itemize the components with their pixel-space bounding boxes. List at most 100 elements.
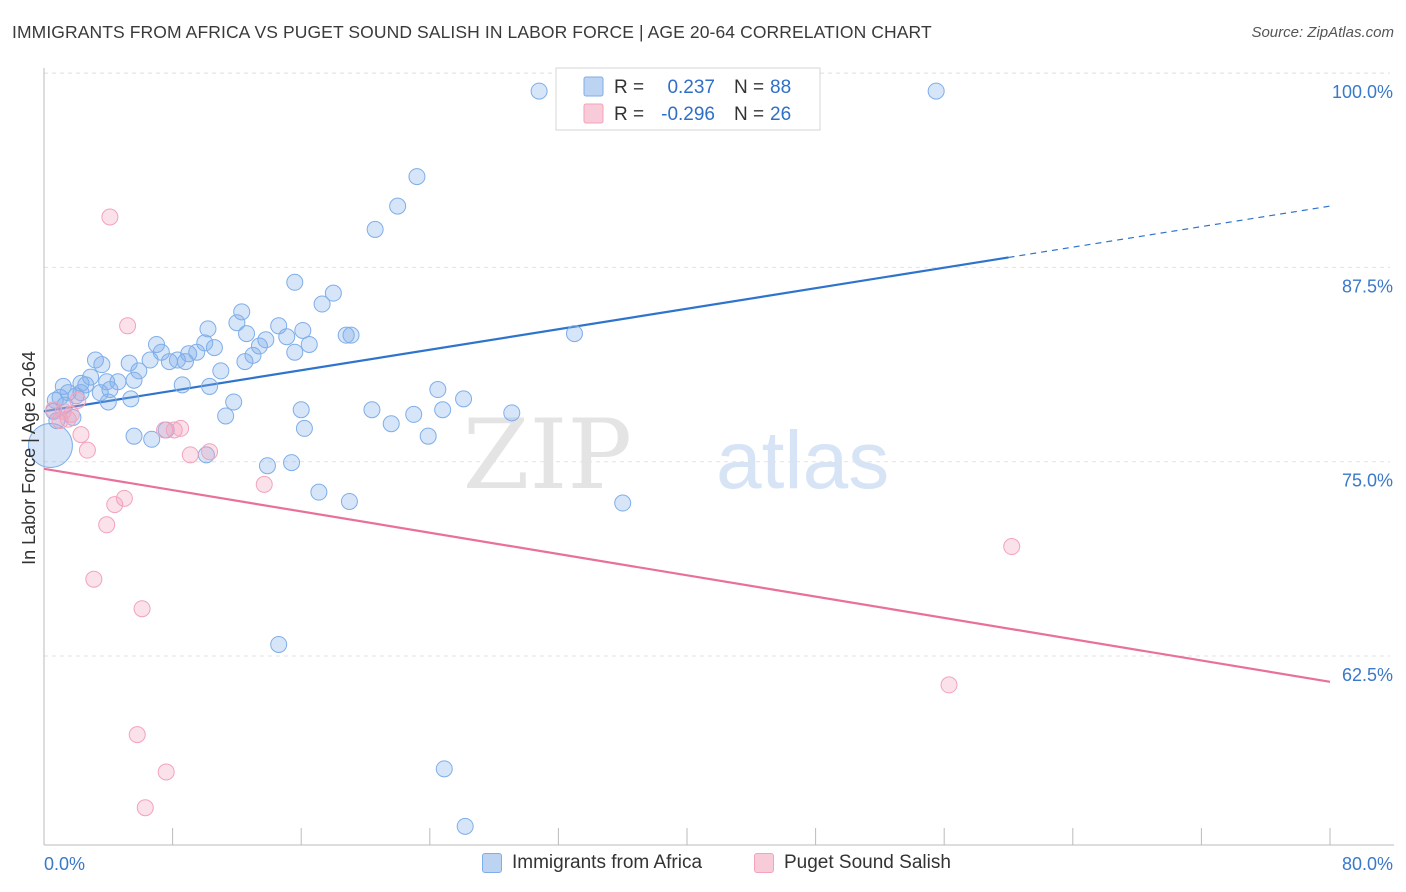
africa-point	[250, 337, 268, 355]
salish-point	[128, 726, 146, 744]
salish-trend-line	[43, 467, 1331, 683]
africa-point	[342, 326, 360, 344]
africa-point	[408, 168, 426, 186]
y-tick-label: 75.0%	[1342, 471, 1393, 491]
africa-point	[389, 197, 407, 215]
africa-point	[435, 760, 453, 778]
africa-point	[340, 492, 358, 510]
africa-point	[109, 373, 127, 391]
salish-point	[69, 391, 87, 409]
x-tick-label: 80.0%	[1342, 854, 1393, 874]
salish-point	[165, 421, 183, 439]
trend-lines	[43, 205, 1331, 683]
stats-n-value: 26	[770, 104, 791, 125]
data-points	[27, 82, 1021, 835]
africa-point	[456, 817, 474, 835]
africa-point	[337, 326, 355, 344]
africa-point	[530, 82, 548, 100]
salish-point	[106, 496, 124, 514]
salish-point	[51, 412, 69, 430]
salish-point	[181, 446, 199, 464]
salish-point	[201, 443, 219, 461]
stats-n-value: 88	[770, 77, 791, 98]
legend-swatch-pink	[754, 853, 774, 873]
salish-point	[133, 600, 151, 618]
africa-point	[199, 320, 217, 338]
africa-point	[419, 427, 437, 445]
watermark-zip: ZIP	[463, 399, 632, 511]
africa-point	[56, 396, 74, 414]
salish-point	[172, 419, 190, 437]
africa-point	[366, 220, 384, 238]
stats-legend: R = 0.237 N = 88 R = -0.296 N = 26	[555, 67, 821, 131]
africa-point	[196, 334, 214, 352]
africa-point	[212, 362, 230, 380]
africa-point	[455, 390, 473, 408]
africa-point	[270, 635, 288, 653]
africa-point	[405, 405, 423, 423]
africa-trend-line	[43, 256, 1009, 413]
y-tick-label: 62.5%	[1342, 665, 1393, 685]
africa-point	[130, 362, 148, 380]
africa-point	[313, 295, 331, 313]
stats-r-label: R =	[614, 104, 644, 125]
africa-point	[363, 401, 381, 419]
africa-point	[236, 353, 254, 371]
salish-point	[101, 208, 119, 226]
legend-swatch-blue	[482, 853, 502, 873]
africa-point	[310, 483, 328, 501]
africa-point	[565, 325, 583, 343]
y-tick-label: 87.5%	[1342, 276, 1393, 296]
africa-point	[225, 393, 243, 411]
watermark-atlas: atlas	[716, 415, 889, 506]
y-tick-labels: 62.5% 75.0% 87.5% 100.0%	[1332, 82, 1393, 685]
stats-swatch-blue	[583, 76, 604, 97]
chart-title: IMMIGRANTS FROM AFRICA VS PUGET SOUND SA…	[12, 22, 932, 42]
salish-point	[136, 799, 154, 817]
legend-label: Immigrants from Africa	[512, 852, 703, 873]
stats-r-value: -0.296	[661, 104, 715, 125]
salish-point	[940, 676, 958, 694]
africa-point	[91, 384, 109, 402]
salish-point	[98, 516, 116, 534]
salish-point	[157, 763, 175, 781]
stats-n-label: N =	[734, 77, 764, 98]
africa-point	[294, 321, 312, 339]
salish-point	[72, 426, 90, 444]
legend-label: Puget Sound Salish	[784, 852, 951, 873]
axes	[43, 68, 1394, 846]
africa-point	[125, 371, 143, 389]
africa-point	[324, 284, 342, 302]
africa-point	[217, 407, 235, 425]
africa-point	[233, 303, 251, 321]
africa-point	[201, 377, 219, 395]
africa-point	[27, 423, 73, 469]
source-label: Source: ZipAtlas.com	[1251, 24, 1394, 41]
y-axis-label: In Labor Force | Age 20-64	[19, 351, 39, 565]
africa-point	[286, 273, 304, 291]
legend-item-immigrants-from-africa[interactable]: Immigrants from Africa	[482, 852, 702, 874]
x-tick-labels: 0.0% 80.0%	[44, 854, 1393, 874]
stats-r-label: R =	[614, 77, 644, 98]
salish-point	[119, 317, 137, 335]
salish-point	[115, 489, 133, 507]
salish-point	[78, 441, 96, 459]
africa-point	[228, 314, 246, 332]
africa-point	[257, 331, 275, 349]
legend-item-puget-sound-salish[interactable]: Puget Sound Salish	[754, 852, 951, 874]
africa-point	[614, 494, 632, 512]
africa-point	[93, 356, 111, 374]
africa-point	[429, 381, 447, 399]
africa-point	[205, 339, 223, 357]
africa-point	[292, 401, 310, 419]
africa-point	[434, 401, 452, 419]
x-tick-label: 0.0%	[44, 854, 85, 874]
stats-n-label: N =	[734, 104, 764, 125]
africa-point	[258, 457, 276, 475]
africa-point	[125, 427, 143, 445]
watermark: ZIP atlas	[463, 399, 889, 511]
africa-trend-extension	[1008, 205, 1331, 259]
africa-point	[238, 325, 256, 343]
stats-r-value: 0.237	[667, 77, 715, 98]
